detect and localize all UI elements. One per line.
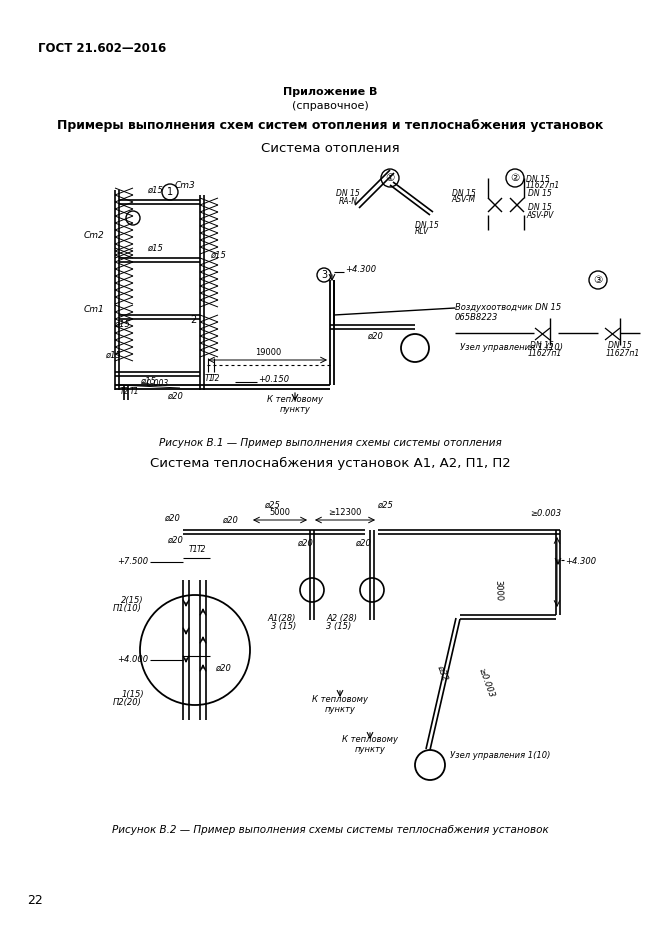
Text: ø20: ø20 bbox=[167, 536, 183, 545]
Text: ~0.003: ~0.003 bbox=[140, 378, 169, 388]
Text: ③: ③ bbox=[594, 275, 603, 285]
Text: +4.300: +4.300 bbox=[345, 266, 376, 274]
Text: DN 15: DN 15 bbox=[526, 174, 550, 183]
Text: ø20: ø20 bbox=[215, 664, 231, 672]
Text: Cm2: Cm2 bbox=[83, 230, 104, 240]
Text: 3: 3 bbox=[321, 270, 327, 280]
Text: ø25: ø25 bbox=[264, 501, 280, 510]
Text: ø20: ø20 bbox=[355, 539, 371, 548]
Text: DN 15: DN 15 bbox=[608, 341, 632, 349]
Text: RLV: RLV bbox=[415, 227, 429, 237]
Text: А1(28): А1(28) bbox=[268, 613, 296, 622]
Text: Узел управления 1 (10): Узел управления 1 (10) bbox=[460, 344, 563, 353]
Text: +7.500: +7.500 bbox=[117, 558, 148, 566]
Text: ø15: ø15 bbox=[114, 320, 130, 329]
Text: П2(20): П2(20) bbox=[113, 698, 142, 708]
Text: А2 (28): А2 (28) bbox=[326, 613, 357, 622]
Text: ø15: ø15 bbox=[147, 244, 163, 253]
Text: пункту: пункту bbox=[280, 405, 311, 415]
Text: Рисунок В.1 — Пример выполнения схемы системы отопления: Рисунок В.1 — Пример выполнения схемы си… bbox=[159, 438, 502, 448]
Text: Рисунок В.2 — Пример выполнения схемы системы теплоснабжения установок: Рисунок В.2 — Пример выполнения схемы си… bbox=[112, 825, 549, 835]
Text: ø20: ø20 bbox=[167, 392, 183, 401]
Text: ①: ① bbox=[385, 173, 395, 183]
Text: DN 15: DN 15 bbox=[528, 203, 552, 212]
Text: ø32: ø32 bbox=[436, 664, 449, 681]
Text: 11627п1: 11627п1 bbox=[528, 348, 563, 358]
Text: 1: 1 bbox=[167, 187, 173, 197]
Text: Система теплоснабжения установок А1, А2, П1, П2: Система теплоснабжения установок А1, А2,… bbox=[149, 457, 510, 470]
Text: ГОСТ 21.602—2016: ГОСТ 21.602—2016 bbox=[38, 41, 167, 54]
Text: 19000: 19000 bbox=[255, 348, 281, 357]
Text: 2(15): 2(15) bbox=[122, 595, 144, 605]
Text: 3 (15): 3 (15) bbox=[326, 622, 351, 632]
Text: +4.300: +4.300 bbox=[565, 558, 596, 566]
Text: DN 15: DN 15 bbox=[336, 188, 360, 197]
Text: ASV-M: ASV-M bbox=[452, 196, 476, 204]
Text: +4.000: +4.000 bbox=[117, 655, 148, 665]
Text: К тепловому: К тепловому bbox=[267, 396, 323, 404]
Text: пункту: пункту bbox=[354, 745, 385, 754]
Text: ≥0.003: ≥0.003 bbox=[476, 666, 495, 699]
Text: T1: T1 bbox=[188, 545, 198, 554]
Text: ø15: ø15 bbox=[147, 186, 163, 195]
Text: T2: T2 bbox=[120, 388, 130, 397]
Text: Система отопления: Система отопления bbox=[260, 141, 399, 154]
Text: ≥12300: ≥12300 bbox=[329, 508, 362, 517]
Text: +0.150: +0.150 bbox=[258, 375, 289, 385]
Text: ②: ② bbox=[510, 173, 520, 183]
Text: 3000: 3000 bbox=[493, 579, 503, 601]
Text: ø15: ø15 bbox=[105, 350, 121, 359]
Text: Примеры выполнения схем систем отопления и теплоснабжения установок: Примеры выполнения схем систем отопления… bbox=[57, 120, 603, 133]
Text: ø20: ø20 bbox=[367, 332, 383, 341]
Text: П1(10): П1(10) bbox=[113, 604, 142, 612]
Text: ASV-PV: ASV-PV bbox=[526, 211, 553, 220]
Text: ø15: ø15 bbox=[140, 377, 156, 386]
Text: 11627п1: 11627п1 bbox=[606, 348, 641, 358]
Text: DN 15: DN 15 bbox=[415, 221, 439, 229]
Text: пункту: пункту bbox=[325, 706, 356, 714]
Text: 11627п1: 11627п1 bbox=[526, 182, 561, 191]
Text: Воздухоотводчик DN 15: Воздухоотводчик DN 15 bbox=[455, 303, 561, 313]
Text: (справочное): (справочное) bbox=[292, 101, 368, 111]
Text: DN 15: DN 15 bbox=[530, 341, 554, 349]
Text: 3 (15): 3 (15) bbox=[271, 622, 296, 632]
Text: 5000: 5000 bbox=[270, 508, 290, 517]
Text: T2: T2 bbox=[210, 374, 219, 383]
Text: 065B8223: 065B8223 bbox=[455, 313, 498, 321]
Text: DN 15: DN 15 bbox=[452, 188, 476, 197]
Text: 22: 22 bbox=[27, 894, 43, 906]
Text: К тепловому: К тепловому bbox=[312, 695, 368, 705]
Text: Узел управления 1(10): Узел управления 1(10) bbox=[450, 751, 551, 759]
Text: Cm1: Cm1 bbox=[83, 305, 104, 314]
Text: ø20: ø20 bbox=[297, 539, 313, 548]
Text: T1: T1 bbox=[130, 388, 139, 397]
Text: T1: T1 bbox=[204, 374, 214, 383]
Text: К тепловому: К тепловому bbox=[342, 736, 398, 744]
Text: RA-N: RA-N bbox=[339, 197, 358, 206]
Text: ø20: ø20 bbox=[164, 514, 180, 522]
Text: 1(15): 1(15) bbox=[122, 691, 144, 699]
Text: ≥0.003: ≥0.003 bbox=[530, 509, 561, 518]
Text: T2: T2 bbox=[196, 545, 206, 554]
Text: Приложение В: Приложение В bbox=[283, 87, 377, 97]
Text: DN 15: DN 15 bbox=[528, 188, 552, 197]
Text: ø25: ø25 bbox=[377, 501, 393, 510]
Text: ø20: ø20 bbox=[222, 516, 238, 525]
Text: Cm3: Cm3 bbox=[175, 181, 196, 189]
Text: ø15: ø15 bbox=[210, 251, 226, 259]
Text: 2: 2 bbox=[190, 315, 196, 325]
